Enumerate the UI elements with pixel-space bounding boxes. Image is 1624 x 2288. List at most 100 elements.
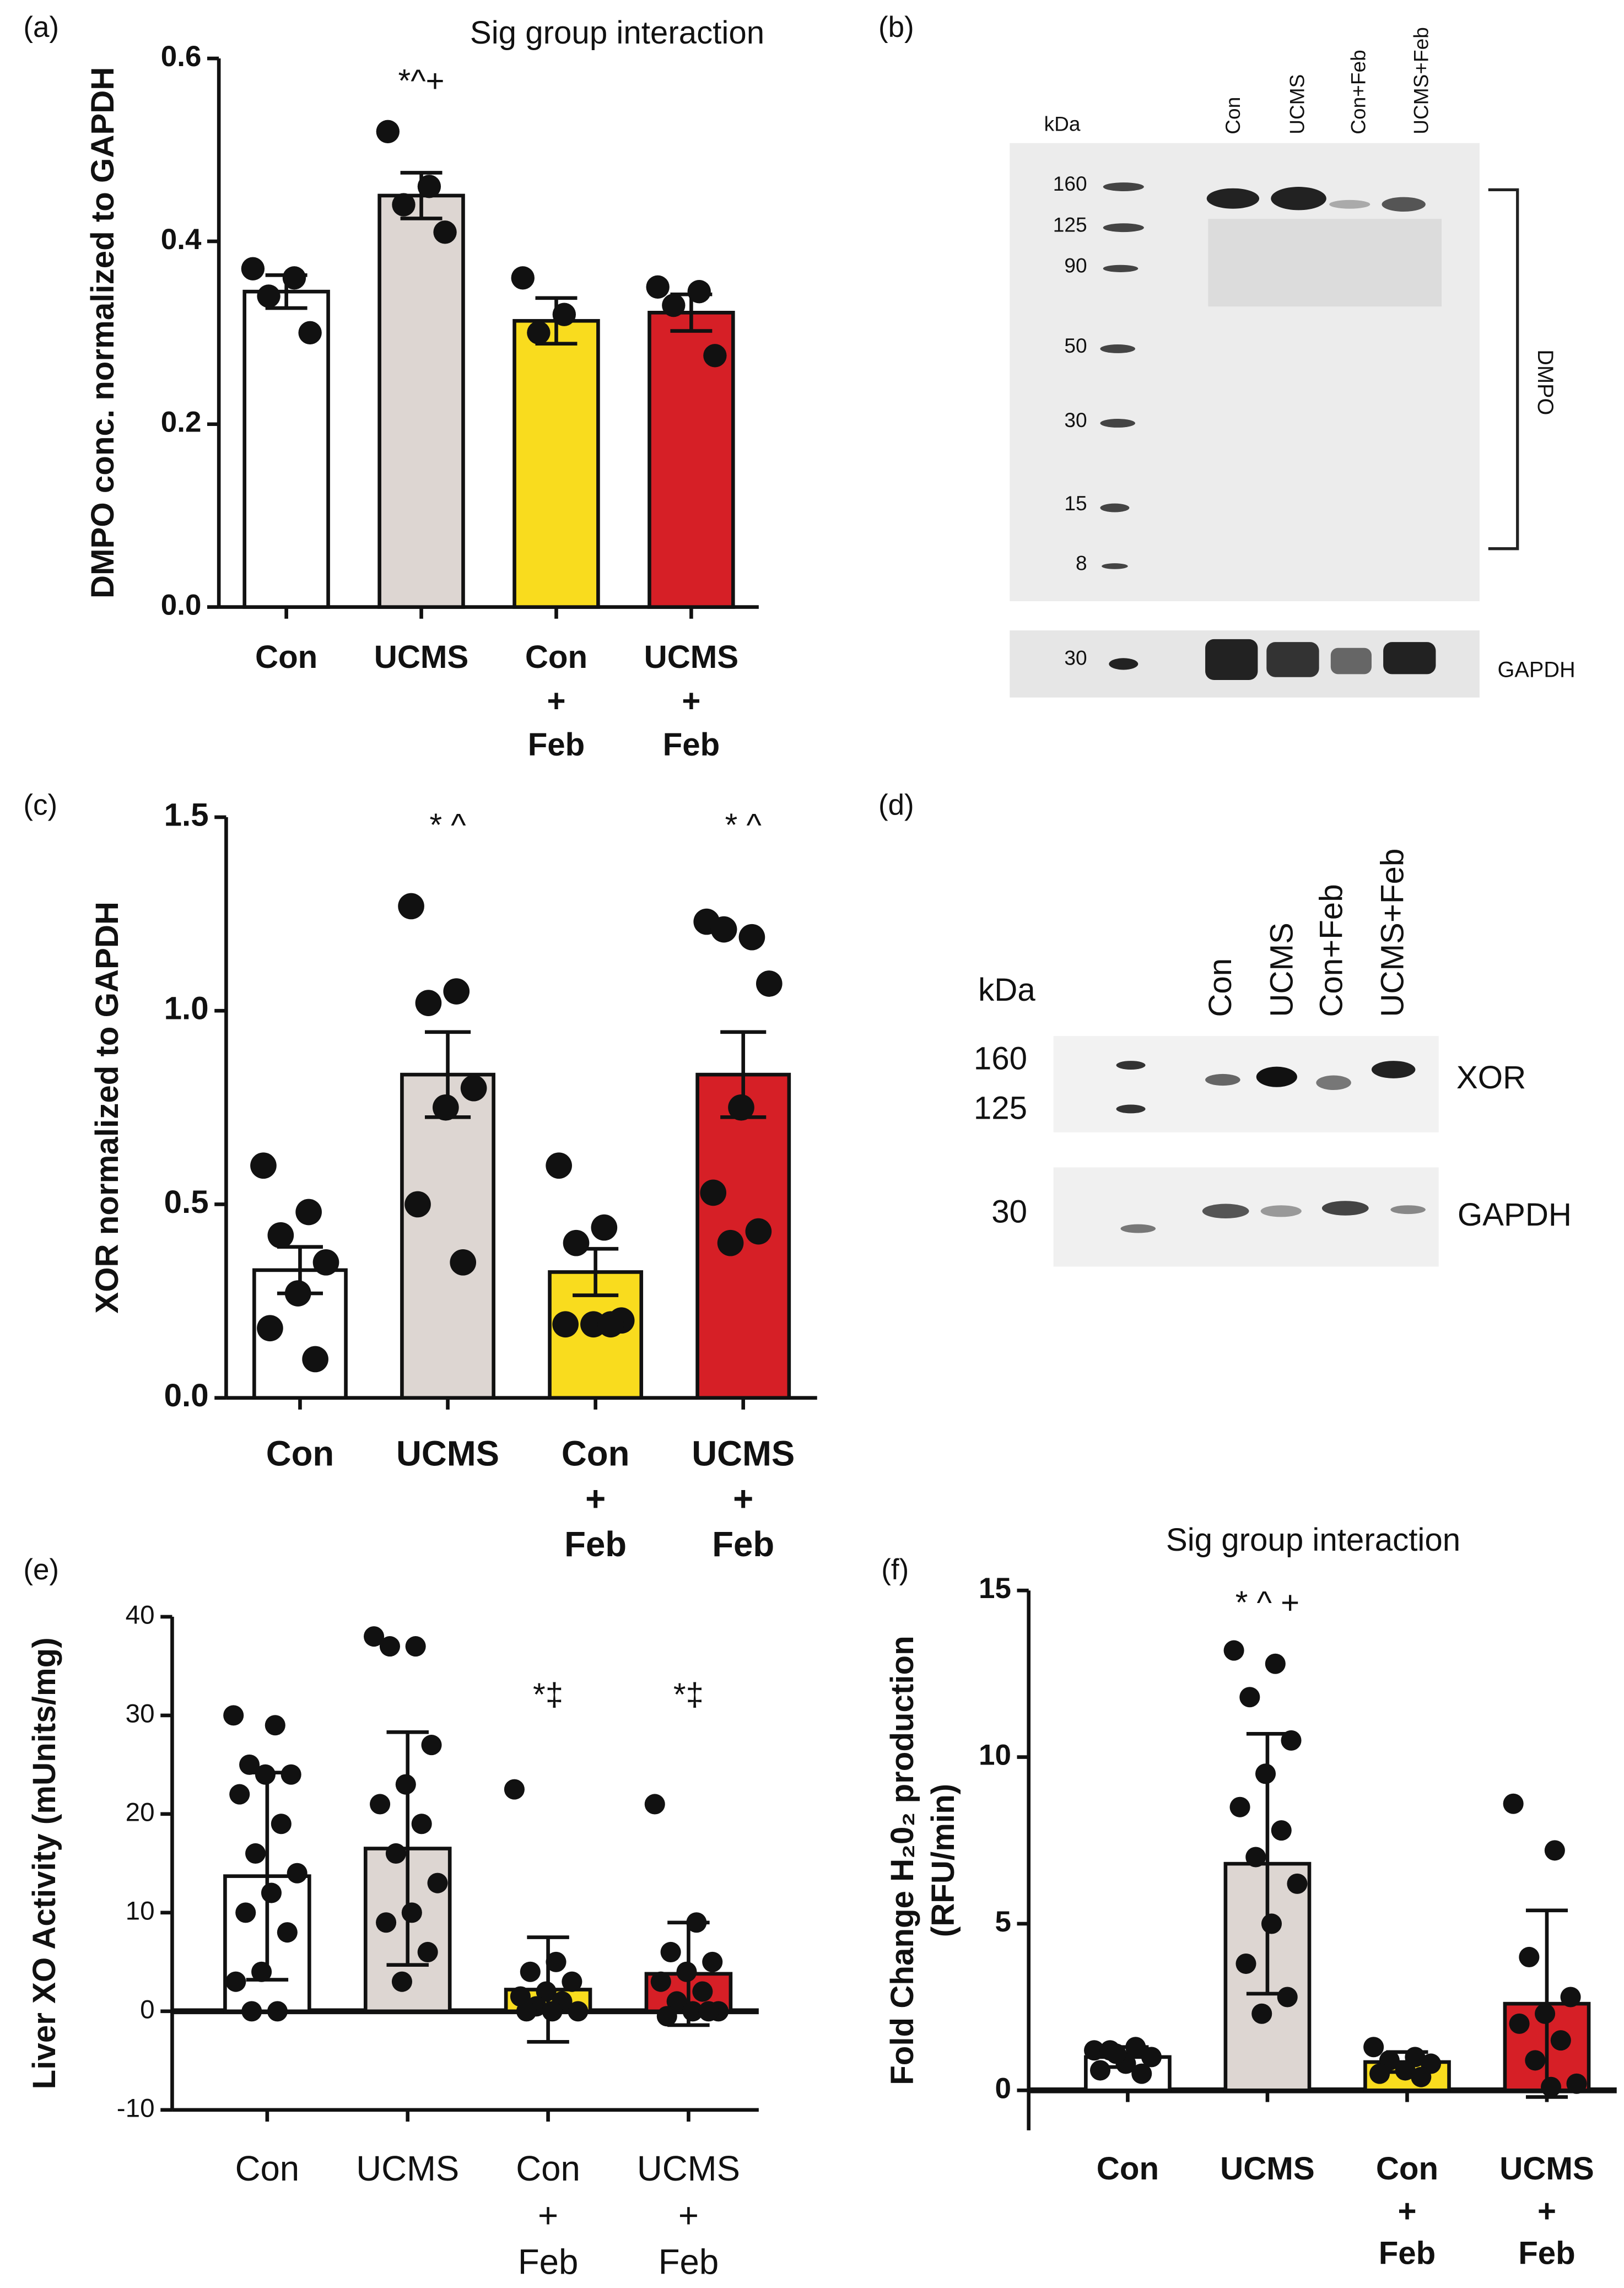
data-point xyxy=(1105,2043,1126,2064)
y-tick-label: 5 xyxy=(995,1906,1011,1938)
data-point xyxy=(417,1941,438,1962)
data-point xyxy=(427,1873,448,1893)
x-tick-label: UCMS xyxy=(1220,2151,1315,2187)
data-point xyxy=(1084,2040,1105,2061)
data-point xyxy=(1245,1847,1266,1868)
data-point xyxy=(520,1961,541,1982)
data-point xyxy=(660,1941,681,1962)
data-point xyxy=(552,1311,579,1338)
data-point xyxy=(504,1779,525,1800)
chart-title: Sig group interaction xyxy=(1166,1522,1460,1558)
significance: *‡ xyxy=(533,1677,563,1713)
data-point xyxy=(644,1794,665,1815)
panel-label: (e) xyxy=(23,1553,59,1586)
data-point xyxy=(257,1315,283,1342)
data-point xyxy=(271,1814,292,1834)
data-point xyxy=(404,1191,431,1218)
marker-label: 160 xyxy=(974,1040,1027,1076)
y-tick-label: 1.5 xyxy=(164,797,209,833)
data-point xyxy=(385,1843,406,1864)
chart: Sig group interaction DMPO conc. normaliz… xyxy=(85,15,764,763)
data-point xyxy=(562,1971,582,1992)
target-label: XOR xyxy=(1456,1060,1526,1096)
data-point xyxy=(376,1912,397,1933)
data-point xyxy=(756,970,783,997)
y-tick-label: 30 xyxy=(126,1699,155,1728)
data-point xyxy=(1541,2076,1562,2097)
x-tick-label: UCMS + Feb xyxy=(1499,2151,1594,2271)
data-point xyxy=(552,303,576,326)
chart-title: Sig group interaction xyxy=(470,15,764,51)
data-point xyxy=(277,1922,298,1943)
y-tick-label: 1.0 xyxy=(164,991,209,1027)
data-point xyxy=(702,1951,723,1972)
data-point xyxy=(298,321,322,345)
data-point xyxy=(1395,2060,1416,2081)
data-point xyxy=(245,1843,266,1864)
data-point xyxy=(692,1981,713,2002)
marker-label: 30 xyxy=(991,1194,1027,1229)
data-point xyxy=(460,1075,487,1102)
lane-label: UCMS xyxy=(1264,922,1299,1017)
data-point xyxy=(1239,1687,1260,1708)
data-point xyxy=(370,1794,391,1815)
y-tick-label: 0.0 xyxy=(161,589,202,622)
bar xyxy=(377,193,465,609)
data-point xyxy=(1235,1954,1256,1974)
y-axis-label: Fold Change H₂0₂ production xyxy=(884,1636,920,2085)
data-point xyxy=(1251,2003,1272,2024)
data-point xyxy=(265,1715,285,1736)
data-point xyxy=(255,1764,276,1785)
marker-label: 15 xyxy=(1064,492,1087,515)
data-point xyxy=(1560,1987,1581,2008)
panel-label: (c) xyxy=(23,789,57,821)
data-point xyxy=(302,1346,328,1373)
bar xyxy=(648,311,735,609)
lane-label: Con xyxy=(1202,958,1238,1017)
data-point xyxy=(398,893,424,920)
data-point xyxy=(656,2006,677,2027)
data-point xyxy=(267,1222,294,1249)
x-tick-label: Con + Feb xyxy=(562,1434,629,1563)
data-point xyxy=(1131,2063,1152,2084)
data-point xyxy=(646,275,670,299)
bar xyxy=(695,1072,791,1400)
y-tick-label: 20 xyxy=(126,1798,155,1827)
bar xyxy=(512,319,600,609)
data-point xyxy=(717,1229,744,1256)
blot-d-image xyxy=(1053,1036,1439,1267)
data-point xyxy=(225,1971,246,1992)
data-point xyxy=(257,284,280,308)
data-point xyxy=(241,2001,262,2022)
data-point xyxy=(312,1249,339,1276)
data-point xyxy=(295,1199,322,1226)
marker-label: 8 xyxy=(1076,552,1087,575)
data-point xyxy=(527,321,551,345)
data-point xyxy=(1550,2030,1571,2051)
data-point xyxy=(745,1218,772,1245)
bar xyxy=(242,289,330,609)
data-point xyxy=(241,257,265,280)
data-point xyxy=(698,2001,719,2022)
data-point xyxy=(415,990,442,1016)
significance: *‡ xyxy=(673,1677,704,1713)
data-point xyxy=(1525,2050,1546,2071)
x-tick-label: UCMS xyxy=(356,2149,459,2188)
marker-label: 160 xyxy=(1053,172,1087,195)
data-point xyxy=(1261,1913,1282,1934)
data-point xyxy=(1544,1840,1565,1861)
data-point xyxy=(1265,1653,1286,1674)
data-point xyxy=(284,1280,311,1307)
panel-label: (f) xyxy=(881,1553,909,1586)
target-label: DMPO xyxy=(1533,349,1557,415)
y-tick-label: 0.5 xyxy=(164,1184,209,1220)
marker-label: 90 xyxy=(1064,253,1087,277)
data-point xyxy=(1503,1793,1524,1814)
significance: *^+ xyxy=(398,63,445,99)
y-axis-label: (RFU/min) xyxy=(925,1784,961,1937)
chart: Sig group interaction Fold Change H₂0₂ pr… xyxy=(884,1522,1617,2271)
chart: XOR normalized to GAPDH 0.0 0.5 1.0 1.5 Con UC… xyxy=(89,797,817,1564)
x-tick-label: UCMS + Feb xyxy=(692,1434,795,1563)
data-point xyxy=(411,1814,432,1834)
